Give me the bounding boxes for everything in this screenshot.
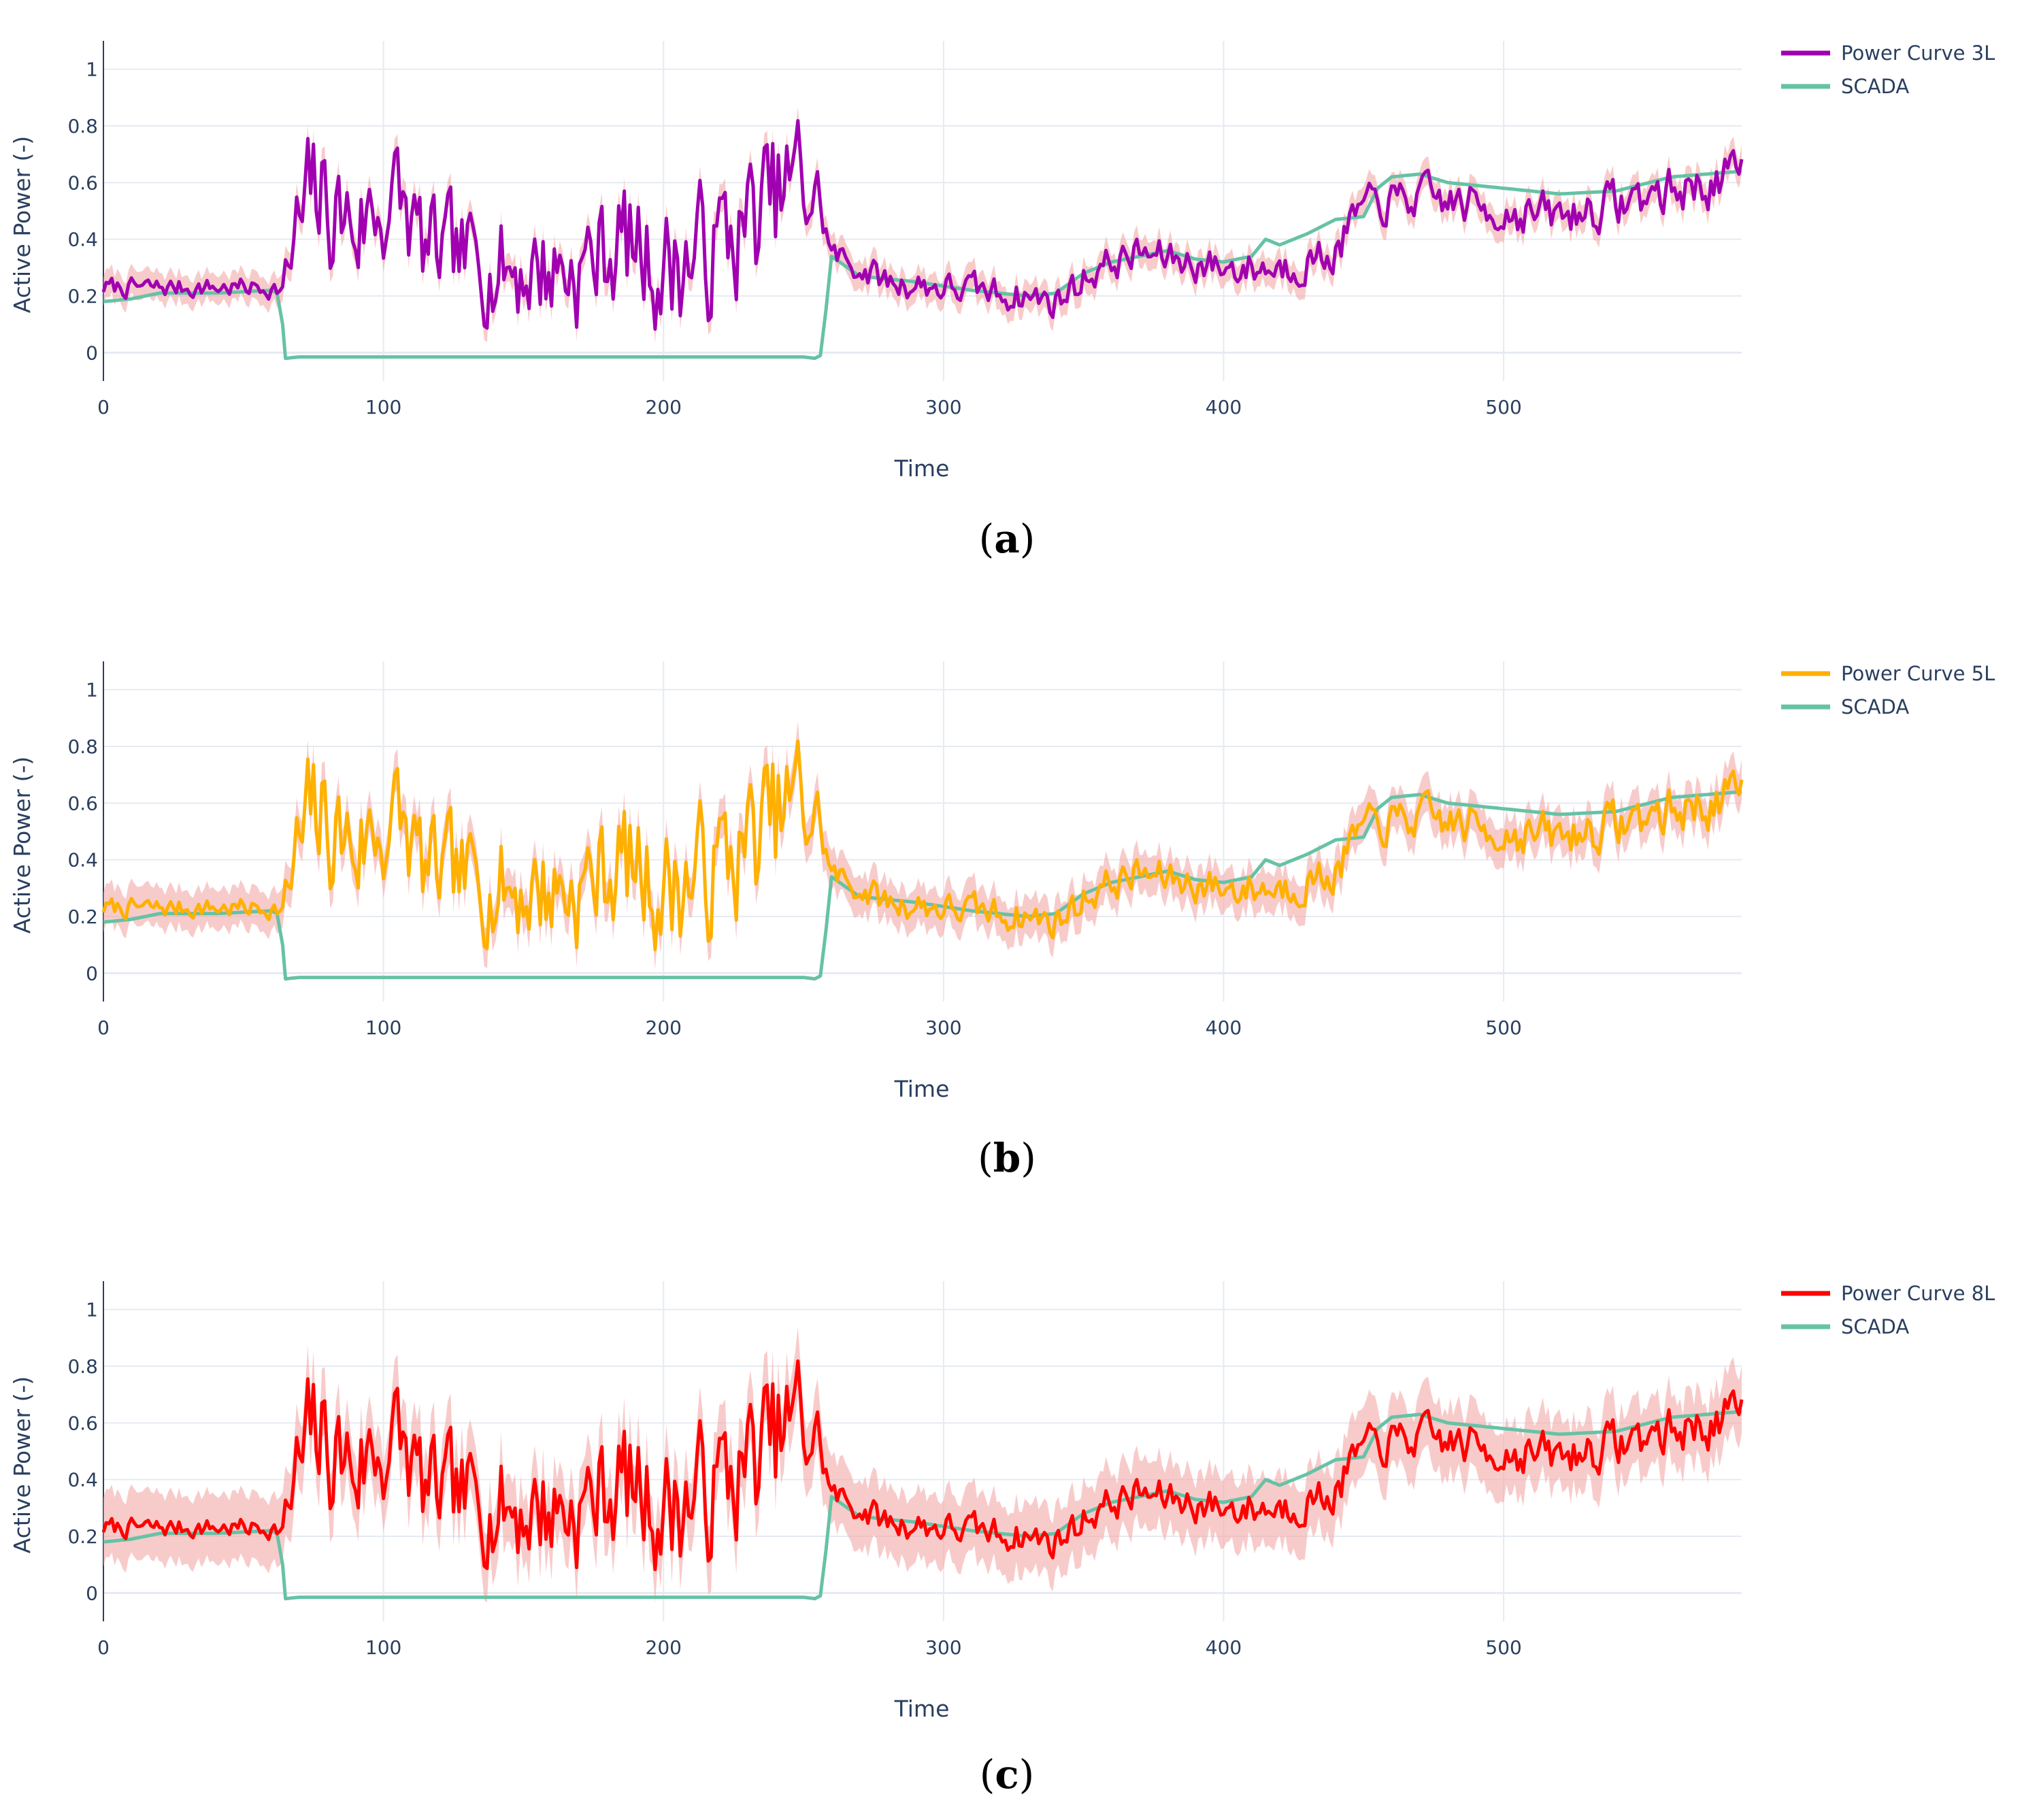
panel-c: 0 100 200 300 400 500 0 0.2 0.4 0.6 0.8 1 Active Po…	[9, 1281, 1995, 1798]
caption-a: (a)	[979, 516, 1035, 562]
caption-b: (b)	[978, 1135, 1036, 1181]
y-tick-label: 0.2	[67, 906, 98, 928]
y-tick-label: 0.2	[67, 1525, 98, 1548]
y-tick-label: 0	[86, 962, 98, 985]
caption-letter: c	[995, 1751, 1018, 1798]
legend-label-prediction: Power Curve 8L	[1841, 1282, 1995, 1305]
legend-label-prediction: Power Curve 3L	[1841, 42, 1995, 65]
x-tick-label: 200	[646, 1016, 682, 1039]
caption-letter: b	[993, 1135, 1021, 1181]
y-tick-label: 0.4	[67, 229, 98, 251]
y-tick-label: 0	[86, 342, 98, 364]
x-axis-title: Time	[894, 455, 950, 482]
x-tick-label: 400	[1206, 396, 1242, 418]
series-line-power-curve	[101, 119, 1744, 331]
y-axis-title: Active Power (-)	[9, 757, 35, 934]
x-tick-label: 100	[365, 1016, 401, 1039]
x-tick-label: 300	[925, 1636, 961, 1659]
y-tick-label: 1	[86, 679, 98, 701]
x-tick-label: 0	[97, 1016, 110, 1039]
x-tick-label: 400	[1206, 1636, 1242, 1659]
x-axis-title: Time	[894, 1076, 950, 1102]
y-tick-label: 0.4	[67, 1469, 98, 1491]
x-tick-label: 400	[1206, 1016, 1242, 1039]
x-tick-label: 300	[925, 1016, 961, 1039]
legend-label-scada: SCADA	[1841, 1315, 1909, 1338]
x-tick-label: 500	[1485, 1636, 1521, 1659]
y-axis-title: Active Power (-)	[9, 136, 35, 314]
y-tick-label: 0.6	[67, 792, 98, 814]
x-tick-label: 200	[646, 396, 682, 418]
panel-a: 0 100 200 300 400 500 0 0.2 0.4 0.6 0.8 1 Active Po…	[9, 41, 1995, 562]
uncertainty-band	[103, 1327, 1742, 1604]
x-tick-label: 500	[1485, 396, 1521, 418]
y-tick-label: 0.8	[67, 115, 98, 137]
legend-label-scada: SCADA	[1841, 75, 1909, 98]
legend[interactable]: Power Curve 3L SCADA	[1781, 42, 1995, 98]
legend-label-scada: SCADA	[1841, 695, 1909, 718]
x-axis-title: Time	[894, 1695, 950, 1722]
series-line-power-curve	[101, 740, 1744, 952]
y-tick-label: 0.8	[67, 735, 98, 758]
panel-b: 0 100 200 300 400 500 0 0.2 0.4 0.6 0.8 1 Active Po…	[9, 661, 1995, 1181]
legend[interactable]: Power Curve 8L SCADA	[1781, 1282, 1995, 1338]
x-tick-label: 300	[925, 396, 961, 418]
uncertainty-band	[103, 106, 1742, 344]
x-tick-label: 500	[1485, 1016, 1521, 1039]
y-tick-label: 1	[86, 1299, 98, 1321]
y-tick-label: 0	[86, 1582, 98, 1604]
y-tick-label: 0.6	[67, 1412, 98, 1434]
y-tick-label: 0.6	[67, 171, 98, 194]
caption-c: (c)	[980, 1751, 1035, 1798]
x-tick-label: 100	[365, 1636, 401, 1659]
x-tick-label: 0	[97, 1636, 110, 1659]
series-line-power-curve	[101, 1359, 1744, 1572]
x-tick-label: 0	[97, 396, 110, 418]
caption-letter: a	[994, 516, 1020, 562]
x-tick-label: 100	[365, 396, 401, 418]
x-tick-label: 200	[646, 1636, 682, 1659]
y-axis-title: Active Power (-)	[9, 1376, 35, 1554]
legend[interactable]: Power Curve 5L SCADA	[1781, 662, 1995, 718]
y-tick-label: 0.8	[67, 1355, 98, 1378]
y-tick-label: 0.2	[67, 285, 98, 308]
y-tick-label: 0.4	[67, 849, 98, 872]
legend-label-prediction: Power Curve 5L	[1841, 662, 1995, 685]
y-tick-label: 1	[86, 59, 98, 81]
uncertainty-band	[103, 721, 1742, 970]
